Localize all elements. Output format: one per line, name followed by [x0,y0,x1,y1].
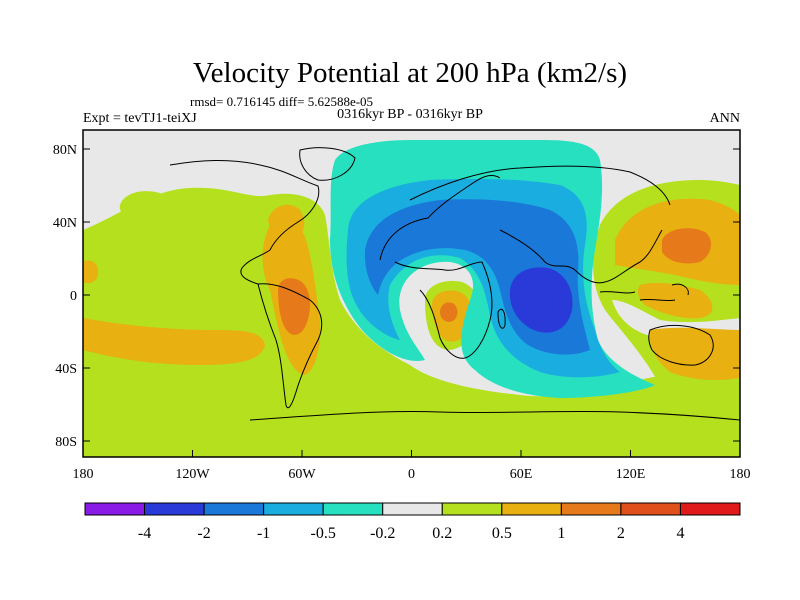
colorbar-swatch [144,502,205,516]
colorbar-swatch [84,502,146,516]
colorbar-label: -4 [138,525,151,542]
y-tick-label: 0 [70,289,77,304]
colorbar-label: 4 [676,525,684,542]
coast-indonesia [599,283,689,302]
contour-pos-0.2-npacific [119,191,170,221]
experiment-label: Expt = tevTJ1-teiXJ [83,111,197,126]
stats-label: rmsd= 0.716145 diff= 5.62588e-05 [190,94,373,109]
contour-pos-0.5-pacific [83,318,265,365]
colorbar-label: 0.2 [432,525,452,542]
colorbar-label: 1 [557,525,565,542]
contour-pos-0.5-nw-atlantic [268,204,305,240]
colorbar-swatch [441,502,503,516]
coast-greenland [299,147,356,181]
coast-australia [648,325,714,366]
contour-pos-1-wpacific [662,228,712,264]
coast-madagascar [497,308,506,329]
colorbar-swatch [263,502,324,516]
coast-antarctica [249,410,740,421]
x-tick-marks [82,450,741,457]
colorbar-swatch [620,502,681,516]
colorbar-labels: -4 -2 -1 -0.5 -0.2 0.2 0.5 1 2 4 [138,525,685,542]
x-tick-label: 120W [175,467,210,482]
y-tick-label: 40S [55,362,77,377]
y-tick-marks [83,148,740,442]
x-tick-label: 120E [616,467,646,482]
contour-pos-0.5-australia [649,327,740,380]
colorbar-label: -0.5 [311,525,336,542]
x-tick-label: 60W [288,467,316,482]
colorbar [84,502,741,516]
y-tick-label: 80S [55,435,77,450]
coast-asia-south [499,229,663,284]
x-tick-label: 180 [730,467,751,482]
contour-pos-0.5-e-pacific [83,260,98,284]
x-tick-label: 0 [408,467,415,482]
colorbar-label: 0.5 [492,525,512,542]
y-tick-label: 80N [53,143,77,158]
season-label: ANN [710,111,740,126]
contour-pos-0.2-west [83,187,740,457]
colorbar-swatch [501,502,562,516]
colorbar-label: 2 [617,525,625,542]
colorbar-swatch [203,502,265,516]
colorbar-swatch [679,502,741,516]
contour-pos-0.5-indonesia [637,282,713,319]
x-tick-label: 60E [510,467,533,482]
y-tick-label: 40N [53,216,77,231]
coast-europe-africa [379,175,501,359]
contour-neg-2 [509,267,573,333]
colorbar-swatch [560,502,622,516]
colorbar-swatch [322,502,384,516]
colorbar-label: -1 [257,525,270,542]
colorbar-label: -2 [197,525,210,542]
coast-north-america [169,160,320,285]
period-label: 0316kyr BP - 0316kyr BP [337,107,483,122]
contour-pos-1-samerica [278,278,311,335]
map-title: Velocity Potential at 200 hPa (km2/s) [193,57,627,89]
colorbar-swatch [382,502,443,516]
x-tick-label: 180 [73,467,94,482]
coastlines [169,147,740,421]
colorbar-label: -0.2 [370,525,395,542]
contour-pos-1-africa [440,302,458,322]
velocity-potential-field [83,130,740,457]
coast-eurasia-north [409,165,671,206]
coast-south-america [257,283,323,409]
